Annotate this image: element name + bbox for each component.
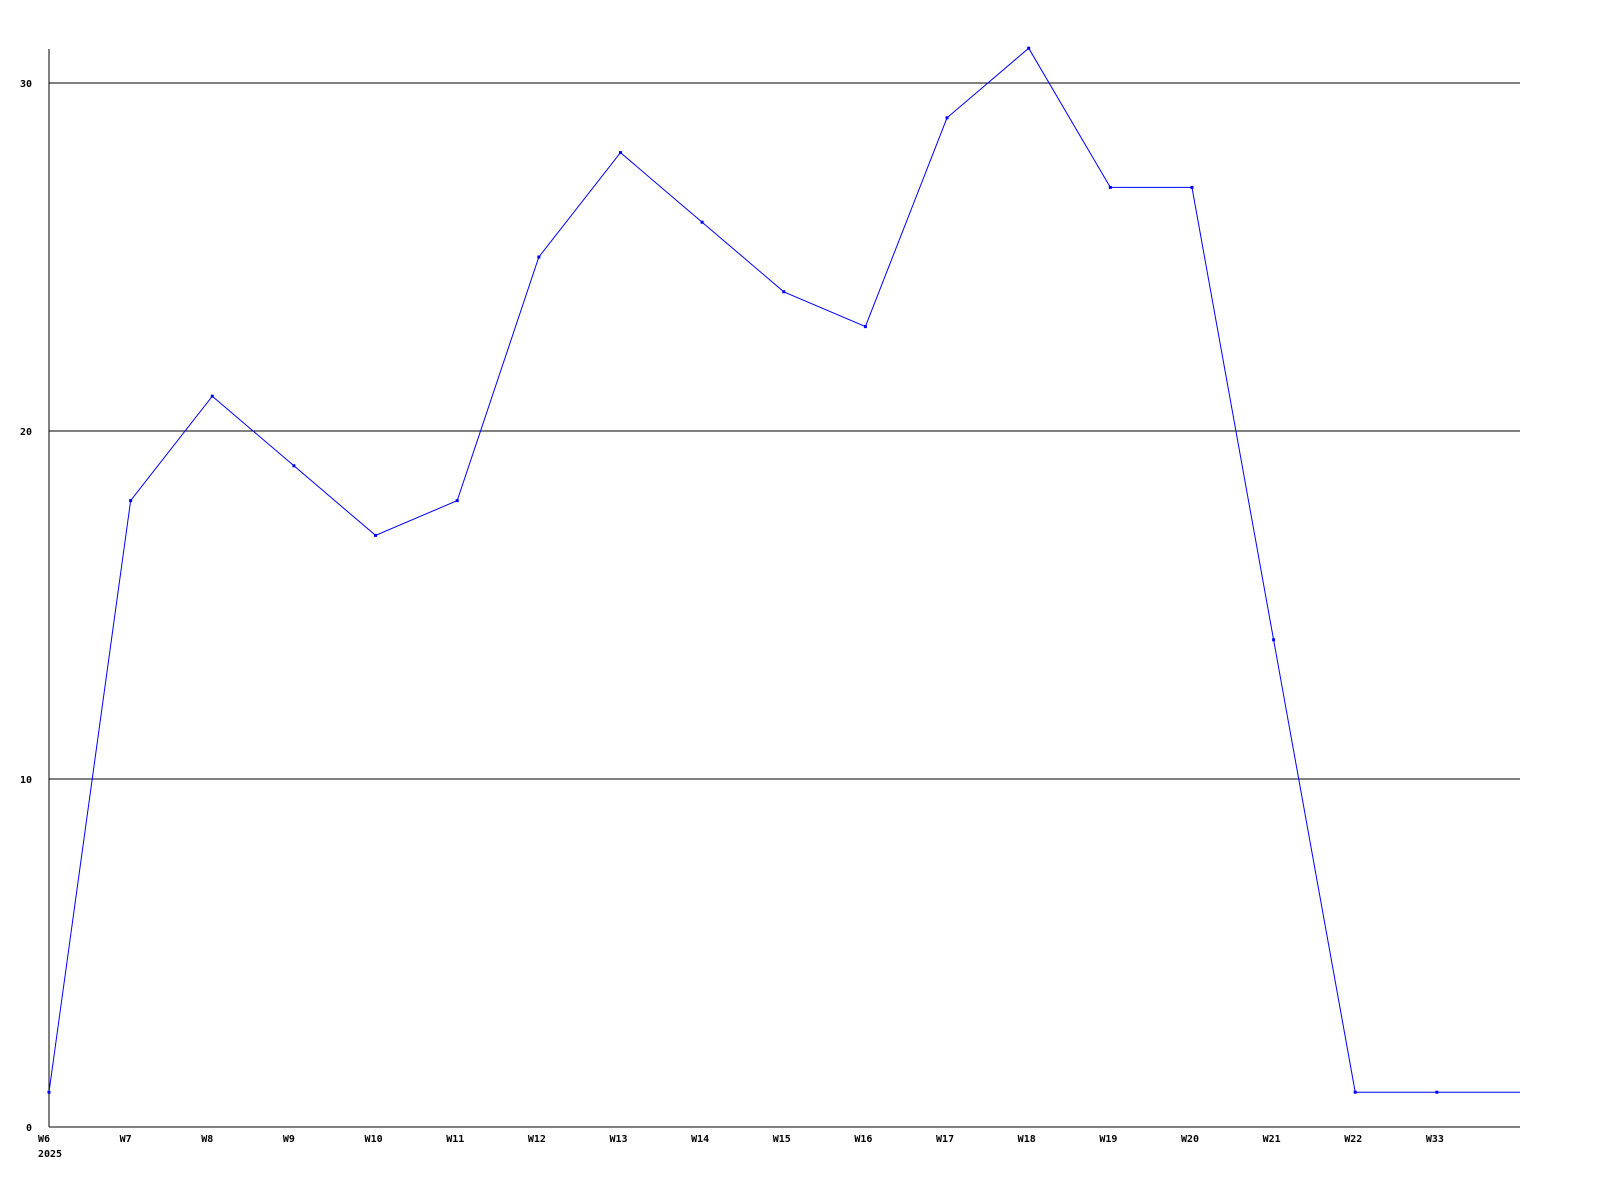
data-point — [1027, 46, 1031, 50]
x-tick-label: W13 — [609, 1134, 627, 1145]
data-point — [47, 1090, 51, 1094]
x-tick-label: W12 — [528, 1134, 546, 1145]
data-point — [129, 499, 133, 503]
x-tick-label: W11 — [446, 1134, 464, 1145]
x-tick-label: W19 — [1099, 1134, 1117, 1145]
data-point — [1108, 185, 1112, 189]
data-point — [618, 151, 622, 155]
data-point — [945, 116, 949, 120]
data-point — [537, 255, 541, 259]
y-tick-label: 10 — [20, 775, 32, 786]
data-point — [1190, 185, 1194, 189]
y-tick-label: 20 — [20, 427, 32, 438]
x-tick-label: W18 — [1018, 1134, 1036, 1145]
data-point — [863, 325, 867, 329]
x-tick-label: W15 — [773, 1134, 791, 1145]
data-point — [700, 220, 704, 224]
data-point — [1272, 638, 1276, 642]
x-tick-label: W10 — [365, 1134, 383, 1145]
data-point — [455, 499, 459, 503]
x-tick-label: W9 — [283, 1134, 295, 1145]
x-tick-label: W33 — [1426, 1134, 1444, 1145]
x-tick-label: W16 — [854, 1134, 872, 1145]
x-tick-label: W21 — [1263, 1134, 1281, 1145]
y-tick-label: 0 — [26, 1123, 32, 1134]
x-tick-label: W7 — [120, 1134, 132, 1145]
data-point — [292, 464, 296, 468]
data-point — [1435, 1090, 1439, 1094]
y-tick-label: 30 — [20, 79, 32, 90]
series-line — [48, 47, 1520, 1093]
data-point — [210, 394, 214, 398]
x-tick-label: W22 — [1344, 1134, 1362, 1145]
x-tick-label: W14 — [691, 1134, 709, 1145]
data-point — [1353, 1090, 1357, 1094]
x-tick-label: W8 — [201, 1134, 213, 1145]
x-tick-label: W20 — [1181, 1134, 1199, 1145]
x-tick-label: W17 — [936, 1134, 954, 1145]
data-point — [374, 533, 378, 537]
data-point — [782, 290, 786, 294]
x-year-label: 2025 — [38, 1149, 62, 1160]
x-tick-label: W6 — [38, 1134, 50, 1145]
